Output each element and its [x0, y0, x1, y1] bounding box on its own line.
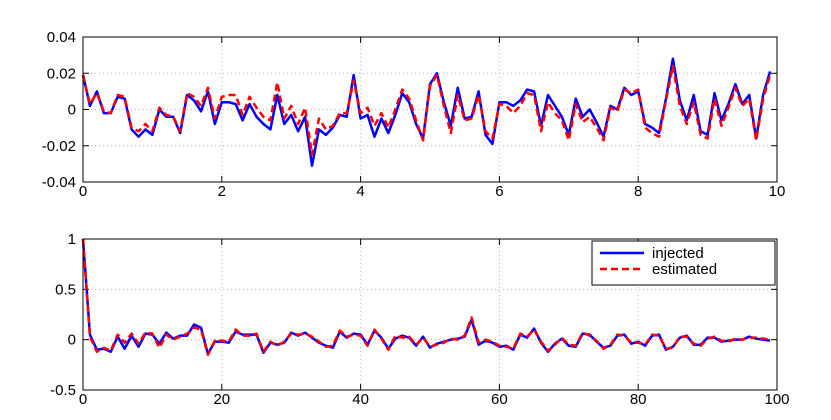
x-tick-label: 8	[634, 183, 642, 200]
y-tick-label: -0.5	[50, 382, 76, 399]
x-tick-label: 20	[213, 391, 230, 408]
x-tick-label: 2	[218, 183, 226, 200]
y-tick-label: 0	[68, 332, 76, 349]
y-tick-label: 0.04	[47, 29, 76, 46]
series-line	[81, 238, 771, 357]
x-tick-label: 100	[764, 391, 789, 408]
x-tick-label: 80	[630, 391, 647, 408]
legend-label: estimated	[652, 261, 717, 278]
x-tick-label: 40	[352, 391, 369, 408]
x-tick-label: 0	[79, 391, 87, 408]
y-tick-label: 0.02	[47, 65, 76, 82]
x-tick-label: 6	[495, 183, 503, 200]
legend-box	[591, 240, 776, 286]
y-tick-label: 0	[68, 102, 76, 119]
x-tick-label: 4	[356, 183, 364, 200]
y-tick-label: -0.04	[42, 174, 76, 191]
legend-label: injected	[652, 245, 704, 262]
x-tick-label: 10	[769, 183, 786, 200]
series-line	[81, 64, 772, 157]
x-tick-label: 60	[491, 391, 508, 408]
axes-box	[82, 36, 778, 183]
y-tick-label: 0.5	[55, 281, 76, 298]
y-tick-label: -0.02	[42, 138, 76, 155]
y-tick-label: 1	[68, 231, 76, 248]
axes-box	[82, 238, 778, 391]
x-tick-label: 0	[79, 183, 87, 200]
